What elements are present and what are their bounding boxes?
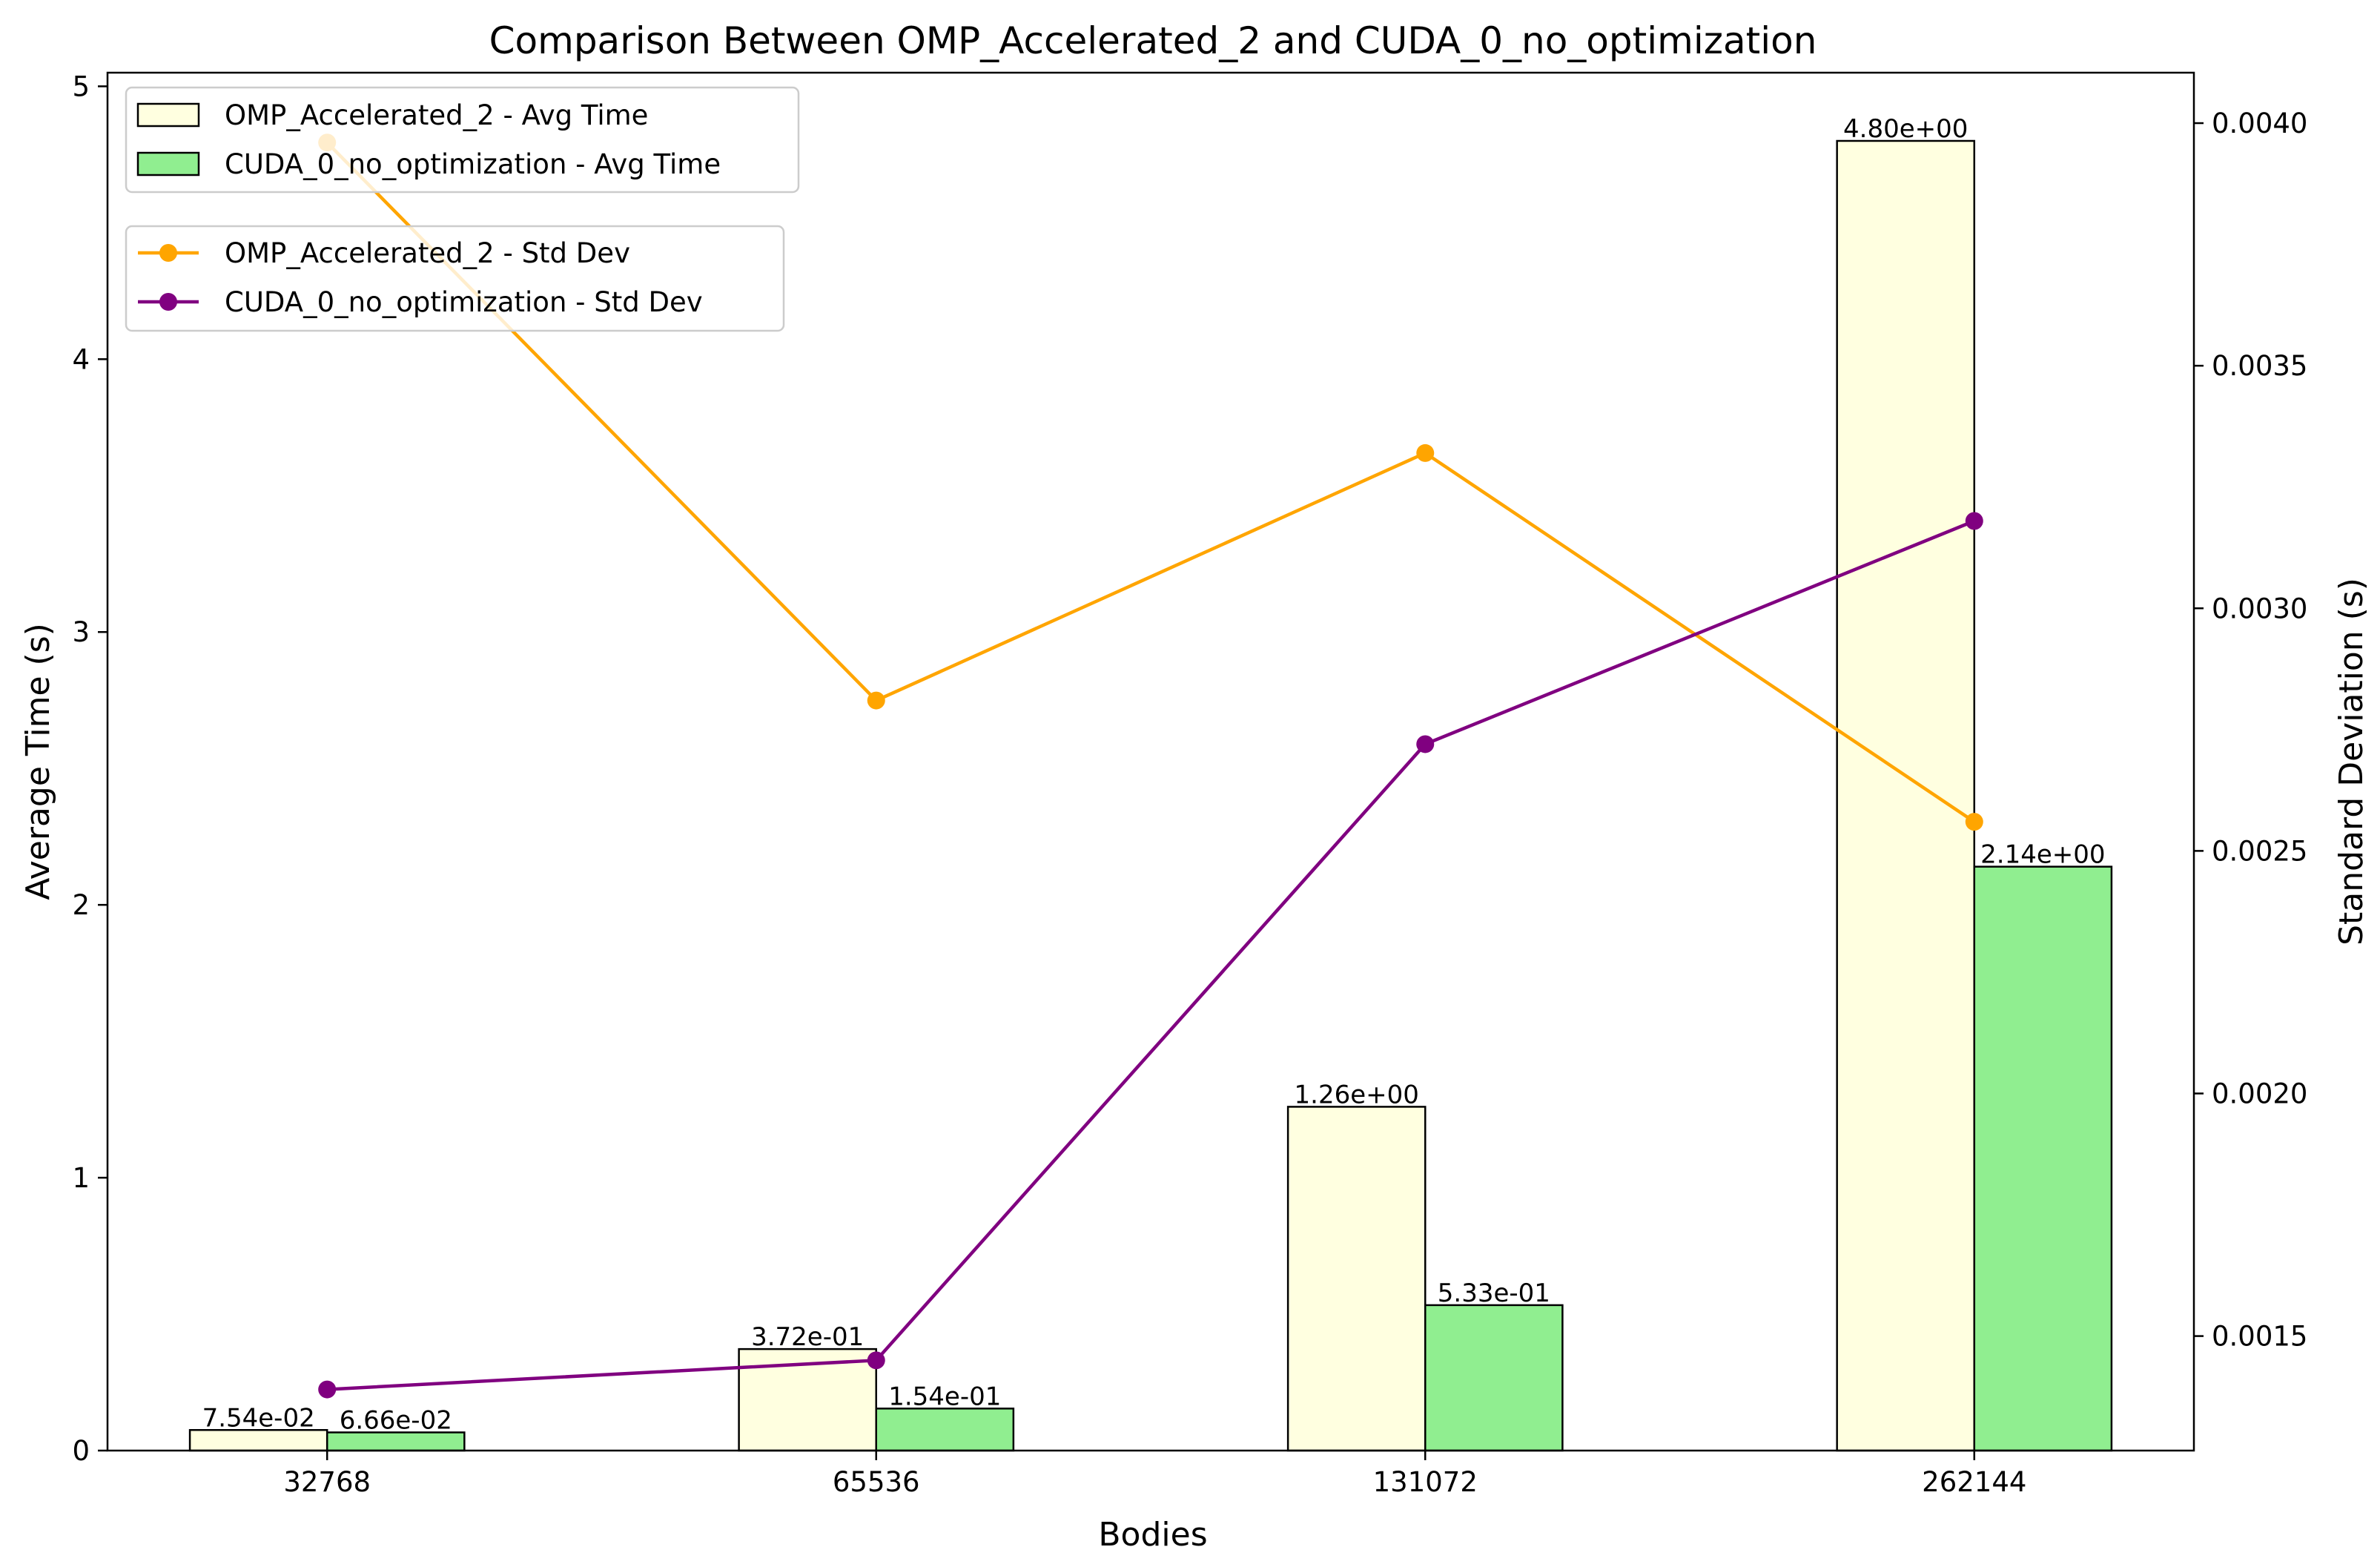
y-tick-label-2: 2 [72, 889, 90, 921]
line-series-1 [325, 141, 1976, 823]
y-tick-label-1: 1 [72, 1162, 90, 1194]
line-point-series-2-262144 [1965, 512, 1983, 530]
x-tick-label-32768: 32768 [283, 1466, 371, 1498]
bar-value-label-series-2-262144: 2.14e+00 [1980, 840, 2105, 870]
bar-value-label-series-1-65536: 3.72e-01 [751, 1322, 864, 1352]
chart-title: Comparison Between OMP_Accelerated_2 and… [489, 19, 1817, 62]
line-series-2 [327, 519, 1975, 1391]
y-axis-right: 0.0015 0.0020 0.0025 0.0030 0.0035 0.0040 [2194, 108, 2307, 1353]
line-point-series-2-65536 [867, 1351, 885, 1370]
y2-tick-label-4: 0.0035 [2212, 350, 2307, 382]
bar-series-2-262144 [1973, 865, 2113, 1452]
plot-layer-bars [188, 139, 2113, 1452]
plot-layer-bar-labels: 7.54e-02 3.72e-01 1.26e+00 4.80e+00 6.66e-02… [202, 114, 2106, 1436]
legend-avg-time-swatch-1 [136, 102, 200, 128]
x-axis: 32768 65536 131072 262144 [283, 1451, 2026, 1498]
y-tick-label-0: 0 [72, 1435, 90, 1467]
plot-frame [106, 71, 2195, 1452]
legend-avg-time-label-1: OMP_Accelerated_2 - Avg Time [225, 99, 648, 131]
bar-series-1-131072 [1286, 1106, 1427, 1452]
bar-series-1-262144 [1836, 139, 1976, 1452]
legend-avg-time: OMP_Accelerated_2 - Avg Time CUDA_0_no_op… [125, 86, 800, 194]
y2-axis-label: Standard Deviation (s) [2333, 578, 2370, 946]
y-axis-left: 0 1 2 3 4 5 [72, 70, 108, 1467]
x-axis-label: Bodies [1098, 1516, 1207, 1554]
bar-series-2-65536 [875, 1408, 1015, 1452]
bar-series-2-131072 [1424, 1304, 1564, 1452]
bar-value-label-series-1-131072: 1.26e+00 [1295, 1080, 1419, 1109]
legend-std-dev: OMP_Accelerated_2 - Std Dev CUDA_0_no_opt… [125, 225, 785, 332]
line-point-series-1-131072 [1416, 443, 1435, 462]
y2-tick-label-3: 0.0030 [2212, 593, 2307, 624]
plot-layer-lines [318, 133, 1983, 1399]
x-tick-label-131072: 131072 [1373, 1466, 1478, 1498]
legend-std-dev-marker-1 [159, 244, 177, 262]
line-point-series-2-32768 [318, 1380, 337, 1399]
bar-series-1-65536 [738, 1347, 877, 1452]
line-point-series-1-262144 [1965, 813, 1983, 831]
y2-tick-label-5: 0.0040 [2212, 108, 2307, 139]
bar-value-label-series-2-65536: 1.54e-01 [888, 1382, 1001, 1411]
legend-std-dev-label-2: CUDA_0_no_optimization - Std Dev [225, 286, 703, 318]
legend-std-dev-marker-2 [159, 293, 177, 311]
y2-tick-label-2: 0.0025 [2212, 835, 2307, 867]
bar-value-label-series-1-32768: 7.54e-02 [202, 1403, 315, 1433]
line-point-series-2-131072 [1416, 735, 1435, 753]
legend-std-dev-label-1: OMP_Accelerated_2 - Std Dev [225, 237, 630, 269]
y-axis-label: Average Time (s) [19, 623, 57, 900]
y-tick-label-5: 5 [72, 70, 90, 102]
legend-avg-time-box [125, 86, 800, 194]
legend-avg-time-label-2: CUDA_0_no_optimization - Avg Time [225, 148, 721, 180]
line-point-series-1-65536 [867, 691, 885, 710]
y2-tick-label-1: 0.0020 [2212, 1078, 2307, 1109]
x-tick-label-65536: 65536 [833, 1466, 920, 1498]
bar-value-label-series-2-131072: 5.33e-01 [1438, 1279, 1550, 1308]
legend-std-dev-box [125, 225, 785, 332]
bar-value-label-series-1-262144: 4.80e+00 [1843, 114, 1968, 144]
bar-series-1-32768 [188, 1429, 328, 1452]
x-tick-label-262144: 262144 [1922, 1466, 2026, 1498]
y-tick-label-3: 3 [72, 616, 90, 648]
y2-tick-label-0: 0.0015 [2212, 1321, 2307, 1353]
y-tick-label-4: 4 [72, 343, 90, 375]
legend-avg-time-swatch-2 [136, 151, 200, 177]
bar-value-label-series-2-32768: 6.66e-02 [340, 1405, 452, 1435]
